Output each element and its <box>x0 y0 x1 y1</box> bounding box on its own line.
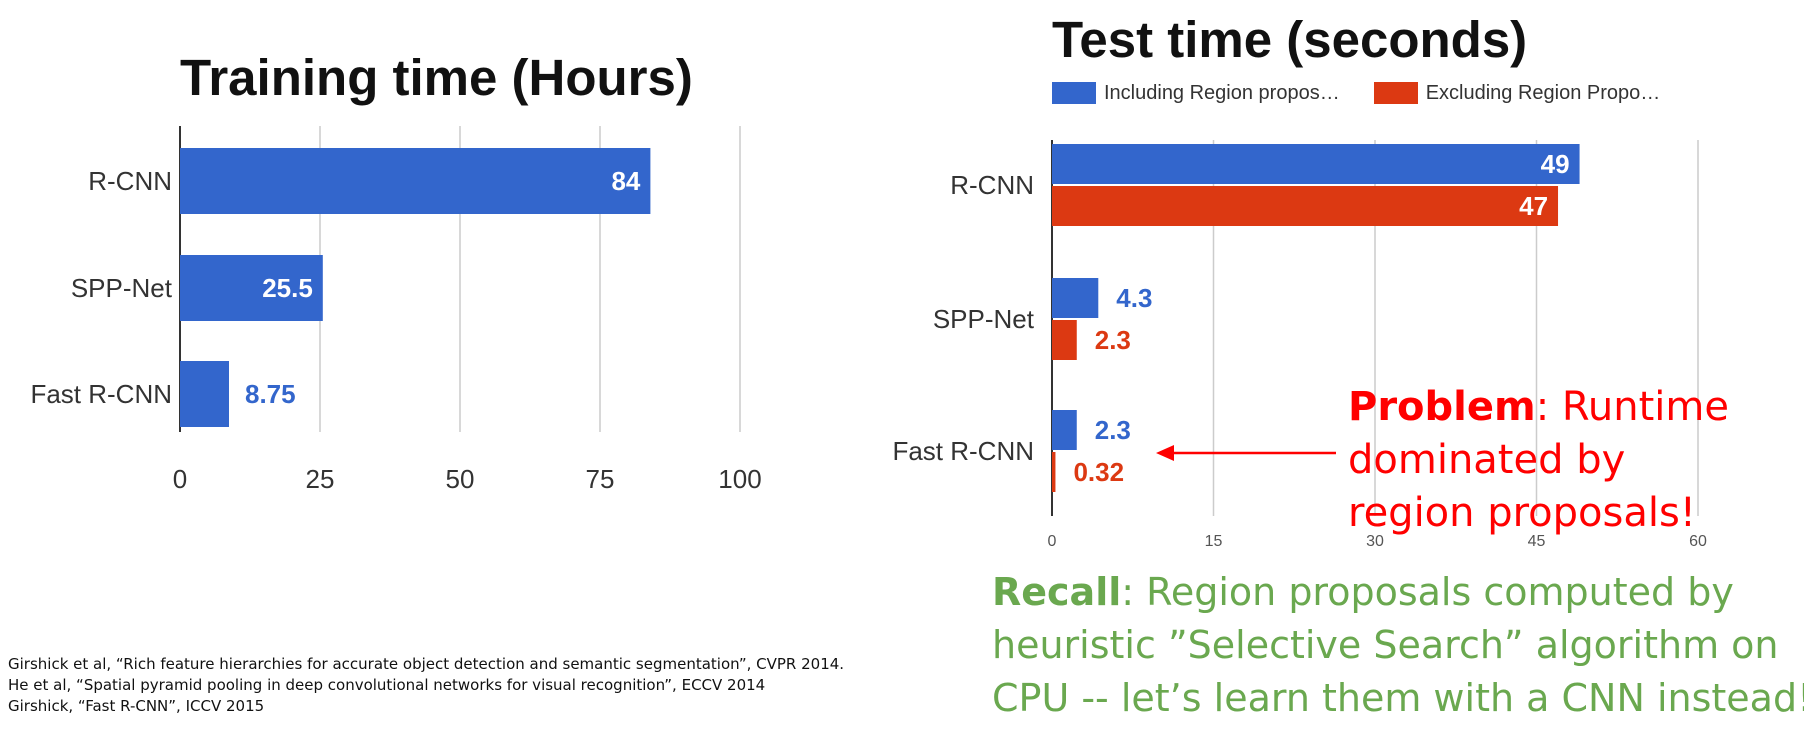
recall-annotation: Recall: Region proposals computed by heu… <box>992 566 1804 725</box>
x-tick-label: 100 <box>718 464 761 494</box>
bar-r-cnn-series-1 <box>1052 144 1580 184</box>
training-chart-title: Training time (Hours) <box>180 49 693 106</box>
x-tick-label: 30 <box>1366 533 1384 550</box>
x-tick-label: 50 <box>446 464 475 494</box>
bar-r-cnn-series-2 <box>1052 186 1559 226</box>
legend-item-including: Including Region propos… <box>1052 82 1340 105</box>
x-tick-label: 0 <box>1048 533 1057 550</box>
recall-label: Recall <box>992 570 1122 614</box>
category-label-spp-net: SPP-Net <box>71 273 173 303</box>
data-label-spp-net: 25.5 <box>262 273 313 303</box>
reference-3: Girshick, “Fast R-CNN”, ICCV 2015 <box>8 697 265 715</box>
category-label-spp-net: SPP-Net <box>933 304 1035 334</box>
data-label-spp-net-series-1: 4.3 <box>1116 283 1152 313</box>
problem-line-1: Problem: Runtime <box>1348 381 1729 434</box>
legend-swatch-excluding <box>1373 82 1418 104</box>
x-tick-label: 75 <box>586 464 615 494</box>
annotation-arrow-head <box>1156 445 1174 461</box>
test-chart-legend: Including Region propos… Excluding Regio… <box>1052 80 1660 106</box>
data-label-fast-r-cnn: 8.75 <box>245 379 296 409</box>
data-label-r-cnn-series-2: 47 <box>1519 191 1548 221</box>
x-tick-label: 45 <box>1528 533 1546 550</box>
data-label-r-cnn-series-1: 49 <box>1541 149 1570 179</box>
recall-line-1: Recall: Region proposals computed by <box>992 566 1804 619</box>
problem-line-2: dominated by <box>1348 437 1626 483</box>
legend-item-excluding: Excluding Region Propo… <box>1373 81 1661 105</box>
recall-text-1: : Region proposals computed by <box>1121 570 1734 614</box>
test-chart-title: Test time (seconds) <box>1052 11 1528 68</box>
bar-spp-net-series-2 <box>1052 320 1077 360</box>
legend-label-including: Including Region propos… <box>1104 81 1340 104</box>
data-label-fast-r-cnn-series-2: 0.32 <box>1073 457 1124 487</box>
recall-line-2: heuristic ”Selective Search” algorithm o… <box>992 623 1779 667</box>
legend-swatch-including <box>1052 82 1096 104</box>
recall-line-3: CPU -- let’s learn them with a CNN inste… <box>992 676 1804 720</box>
legend-label-excluding: Excluding Region Propo… <box>1425 81 1661 104</box>
bar-fast-r-cnn-series-1 <box>1052 410 1077 450</box>
bar-spp-net-series-1 <box>1052 278 1099 318</box>
bar-spp-net <box>180 255 323 321</box>
problem-line-3: region proposals! <box>1348 490 1696 536</box>
problem-text-1: : Runtime <box>1535 384 1729 430</box>
problem-annotation: Problem: Runtime dominated by region pro… <box>1348 381 1729 540</box>
data-label-spp-net-series-2: 2.3 <box>1095 325 1131 355</box>
category-label-fast-r-cnn: Fast R-CNN <box>30 379 172 409</box>
x-tick-label: 0 <box>173 464 187 494</box>
category-label-fast-r-cnn: Fast R-CNN <box>892 436 1034 466</box>
x-tick-label: 60 <box>1689 533 1707 550</box>
category-label-r-cnn: R-CNN <box>950 170 1034 200</box>
data-label-r-cnn: 84 <box>611 166 640 196</box>
reference-2: He et al, “Spatial pyramid pooling in de… <box>8 676 766 694</box>
problem-label: Problem <box>1348 384 1536 430</box>
bar-fast-r-cnn <box>180 361 229 427</box>
x-tick-label: 25 <box>306 464 335 494</box>
x-tick-label: 15 <box>1205 533 1223 550</box>
reference-1: Girshick et al, “Rich feature hierarchie… <box>8 655 845 673</box>
data-label-fast-r-cnn-series-1: 2.3 <box>1095 415 1131 445</box>
references: Girshick et al, “Rich feature hierarchie… <box>8 654 844 717</box>
bar-r-cnn <box>180 148 651 214</box>
category-label-r-cnn: R-CNN <box>88 166 172 196</box>
bar-fast-r-cnn-series-2 <box>1052 452 1056 492</box>
